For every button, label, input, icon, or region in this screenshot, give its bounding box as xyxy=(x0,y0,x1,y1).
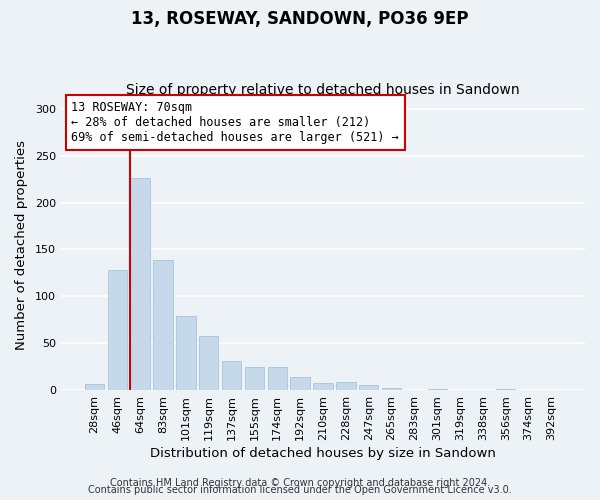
Bar xyxy=(176,316,196,390)
Title: Size of property relative to detached houses in Sandown: Size of property relative to detached ho… xyxy=(126,83,520,97)
Bar xyxy=(199,336,218,390)
Bar xyxy=(496,389,515,390)
Bar xyxy=(130,178,150,390)
Bar xyxy=(268,366,287,390)
Text: Contains public sector information licensed under the Open Government Licence v3: Contains public sector information licen… xyxy=(88,485,512,495)
Text: Contains HM Land Registry data © Crown copyright and database right 2024.: Contains HM Land Registry data © Crown c… xyxy=(110,478,490,488)
Bar xyxy=(85,384,104,390)
Bar xyxy=(245,366,264,390)
Bar xyxy=(290,377,310,390)
Text: 13 ROSEWAY: 70sqm
← 28% of detached houses are smaller (212)
69% of semi-detache: 13 ROSEWAY: 70sqm ← 28% of detached hous… xyxy=(71,101,399,144)
Text: 13, ROSEWAY, SANDOWN, PO36 9EP: 13, ROSEWAY, SANDOWN, PO36 9EP xyxy=(131,10,469,28)
Bar xyxy=(313,382,332,390)
Bar xyxy=(336,382,356,390)
Bar xyxy=(359,386,379,390)
Bar xyxy=(428,389,447,390)
Y-axis label: Number of detached properties: Number of detached properties xyxy=(15,140,28,350)
Bar xyxy=(222,361,241,390)
X-axis label: Distribution of detached houses by size in Sandown: Distribution of detached houses by size … xyxy=(150,447,496,460)
Bar xyxy=(154,260,173,390)
Bar xyxy=(107,270,127,390)
Bar xyxy=(382,388,401,390)
